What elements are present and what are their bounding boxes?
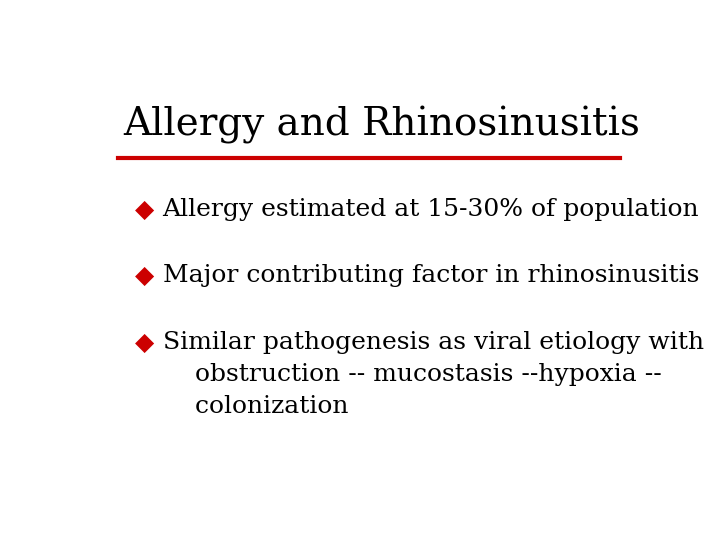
Text: Allergy and Rhinosinusitis: Allergy and Rhinosinusitis — [124, 106, 640, 144]
Text: ◆: ◆ — [135, 265, 154, 288]
Text: ◆: ◆ — [135, 331, 154, 355]
Text: Allergy estimated at 15-30% of population: Allergy estimated at 15-30% of populatio… — [163, 198, 699, 221]
Text: Similar pathogenesis as viral etiology with
    obstruction -- mucostasis --hypo: Similar pathogenesis as viral etiology w… — [163, 331, 703, 418]
Text: ◆: ◆ — [135, 198, 154, 222]
Text: Major contributing factor in rhinosinusitis: Major contributing factor in rhinosinusi… — [163, 265, 699, 287]
